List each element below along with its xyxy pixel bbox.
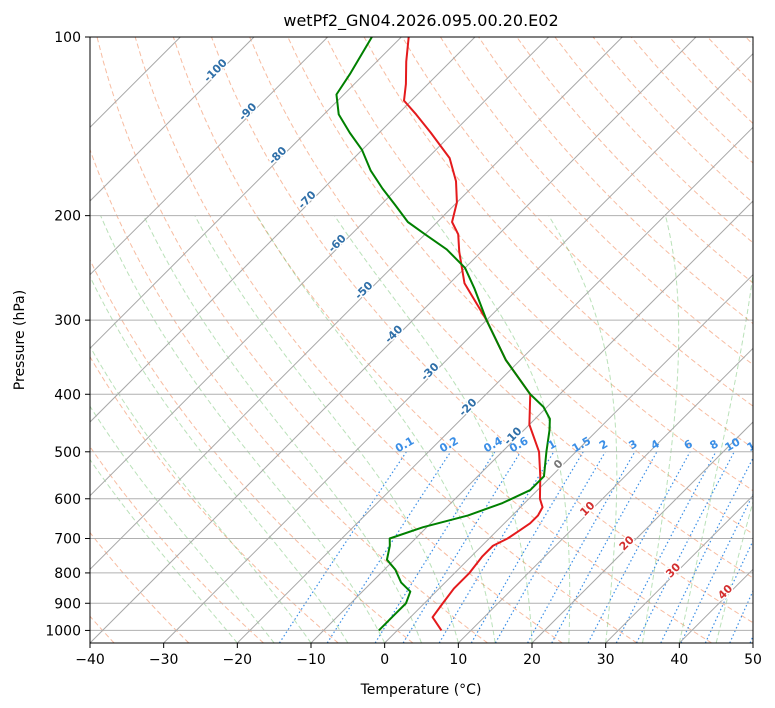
y-axis-label: Pressure (hPa) — [12, 290, 28, 390]
moist-adiabat — [715, 499, 753, 643]
moist-adiabat — [548, 215, 618, 643]
isotherm — [90, 37, 550, 497]
isotherm — [90, 37, 255, 202]
dry-adiabat — [90, 531, 190, 643]
y-tick-label: 300 — [54, 313, 81, 329]
isotherm — [163, 52, 753, 643]
x-tick-label: 0 — [380, 652, 389, 668]
profile-lines — [335, 37, 551, 632]
x-axis-label: Temperature (°C) — [360, 682, 482, 698]
y-tick-label: 200 — [54, 209, 81, 225]
x-tick-label: 10 — [449, 652, 467, 668]
plot-frame — [89, 36, 754, 644]
isotherm — [90, 37, 697, 643]
mixing-ratio-line — [326, 451, 452, 643]
isotherm — [457, 347, 753, 643]
dry-adiabat — [516, 37, 753, 284]
isotherm — [605, 494, 753, 643]
y-tick-label: 800 — [54, 566, 81, 582]
y-tick-label: 1000 — [45, 623, 81, 639]
x-tick-label: −10 — [296, 652, 326, 668]
isotherm — [90, 37, 623, 571]
mixing-ratio-label: 13 — [745, 435, 765, 454]
dewpoint-profile — [335, 37, 551, 632]
dry-adiabat — [90, 355, 339, 643]
axes: −40 −30 −20 −10 0 10 20 30 40 50 100 200 300 400 500 60… — [45, 30, 762, 668]
y-tick-label: 500 — [54, 445, 81, 461]
isotherm — [310, 200, 753, 643]
dry-adiabat — [440, 37, 753, 366]
mixing-ratio-line — [278, 451, 407, 643]
y-tick-label: 100 — [54, 30, 81, 46]
mixing-ratio-line — [551, 451, 658, 643]
x-tick-label: 20 — [523, 652, 541, 668]
x-tick-label: 50 — [744, 652, 762, 668]
moist-adiabat — [431, 215, 571, 643]
y-tick-label: 600 — [54, 492, 81, 508]
mixing-ratio-line — [527, 451, 636, 643]
isotherm — [531, 421, 753, 643]
temperature-profile — [403, 37, 544, 631]
dry-adiabat — [401, 37, 753, 407]
moist-adiabat — [642, 215, 680, 643]
mixing-ratio-line — [587, 451, 691, 643]
background-lines — [90, 37, 753, 643]
y-tick-label: 400 — [54, 387, 81, 403]
y-tick-label: 700 — [54, 532, 81, 548]
isotherm — [90, 37, 476, 423]
isotherm — [90, 37, 402, 350]
dry-adiabat — [134, 37, 638, 643]
mixing-ratio-line — [660, 456, 753, 643]
moist-adiabat — [256, 215, 496, 643]
dry-adiabat — [325, 37, 753, 492]
moist-adiabat — [100, 215, 386, 643]
isotherm — [236, 126, 753, 643]
y-tick-label: 900 — [54, 596, 81, 612]
dry-adiabat — [90, 148, 488, 643]
x-tick-label: −30 — [149, 652, 179, 668]
dry-adiabat — [96, 37, 563, 643]
dry-adiabat — [172, 37, 712, 643]
mixing-ratio-line — [438, 451, 555, 643]
moist-adiabat — [143, 215, 422, 643]
mixing-ratio-line — [402, 451, 522, 643]
moist-adiabat — [90, 275, 349, 643]
moist-adiabat — [194, 215, 459, 643]
x-tick-label: −20 — [223, 652, 253, 668]
moist-adiabat — [90, 345, 312, 643]
chart-title: wetPf2_GN04.2026.095.00.20.E02 — [283, 11, 558, 31]
dry-adiabat — [90, 445, 264, 643]
x-tick-label: −40 — [75, 652, 105, 668]
dry-adiabat — [249, 37, 753, 579]
moist-adiabat — [678, 270, 753, 643]
moist-adiabat — [90, 458, 238, 643]
x-tick-label: 30 — [597, 652, 615, 668]
x-tick-label: 40 — [670, 652, 688, 668]
dry-adiabat — [211, 37, 753, 624]
isotherm — [90, 37, 329, 276]
isotherm — [384, 273, 753, 643]
